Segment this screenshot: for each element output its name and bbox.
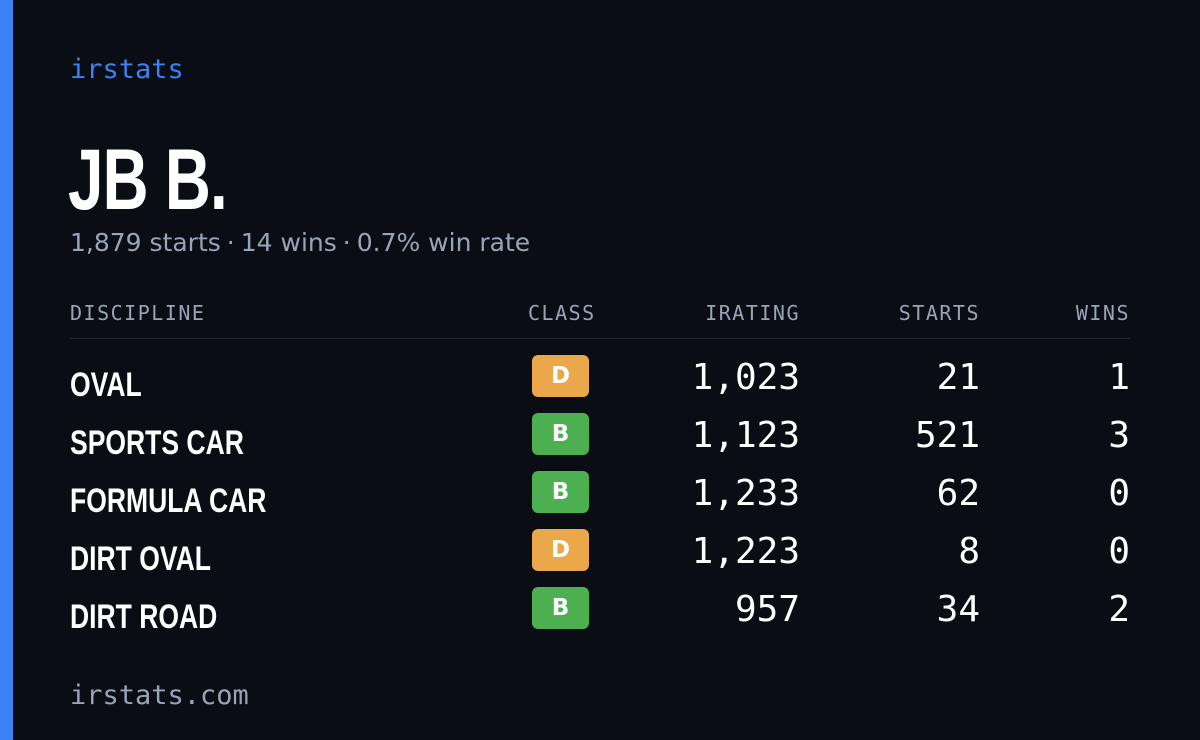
discipline-name: SPORTS CAR	[70, 424, 244, 462]
summary-wins: 14 wins	[240, 228, 337, 257]
wins-value: 0	[1108, 473, 1130, 514]
summary-starts: 1,879 starts	[70, 228, 221, 257]
table-row: DIRT ROAD B 957 34 2	[70, 587, 1130, 645]
header-irating: IRATING	[705, 301, 800, 325]
table-row: OVAL D 1,023 21 1	[70, 355, 1130, 413]
wins-value: 0	[1108, 531, 1130, 572]
wins-value: 3	[1108, 415, 1130, 456]
class-badge: D	[532, 529, 589, 571]
brand-logo-text: irstats	[70, 54, 184, 85]
discipline-name: DIRT ROAD	[70, 598, 218, 636]
header-starts: STARTS	[898, 301, 980, 325]
class-badge: B	[532, 471, 589, 513]
accent-bar	[0, 0, 13, 740]
discipline-name: DIRT OVAL	[70, 540, 211, 578]
header-discipline: DISCIPLINE	[70, 301, 206, 325]
table-row: FORMULA CAR B 1,233 62 0	[70, 471, 1130, 529]
table-body: OVAL D 1,023 21 1 SPORTS CAR B 1,123 521…	[70, 355, 1130, 645]
discipline-name: FORMULA CAR	[70, 482, 267, 520]
starts-value: 521	[914, 415, 980, 456]
starts-value: 34	[936, 589, 980, 630]
table-row: SPORTS CAR B 1,123 521 3	[70, 413, 1130, 471]
footer-site-url: irstats.com	[70, 680, 249, 711]
summary-separator: ·	[226, 228, 235, 257]
wins-value: 2	[1108, 589, 1130, 630]
class-badge: B	[532, 413, 589, 455]
irating-value: 1,223	[691, 531, 800, 572]
irating-value: 1,123	[691, 415, 800, 456]
irating-value: 957	[734, 589, 800, 630]
starts-value: 21	[936, 357, 980, 398]
class-badge: B	[532, 587, 589, 629]
summary-separator: ·	[342, 228, 351, 257]
starts-value: 62	[936, 473, 980, 514]
discipline-name: OVAL	[70, 366, 142, 404]
discipline-table: DISCIPLINE CLASS IRATING STARTS WINS OVA…	[70, 300, 1130, 645]
irating-value: 1,023	[691, 357, 800, 398]
driver-name: JB B.	[68, 132, 228, 228]
summary-win-rate: 0.7% win rate	[356, 228, 531, 257]
driver-summary: 1,879 starts · 14 wins · 0.7% win rate	[70, 228, 530, 257]
table-header: DISCIPLINE CLASS IRATING STARTS WINS	[70, 300, 1130, 339]
wins-value: 1	[1108, 357, 1130, 398]
class-badge: D	[532, 355, 589, 397]
header-wins: WINS	[1075, 301, 1130, 325]
starts-value: 8	[958, 531, 980, 572]
header-class: CLASS	[528, 301, 596, 325]
irating-value: 1,233	[691, 473, 800, 514]
table-row: DIRT OVAL D 1,223 8 0	[70, 529, 1130, 587]
